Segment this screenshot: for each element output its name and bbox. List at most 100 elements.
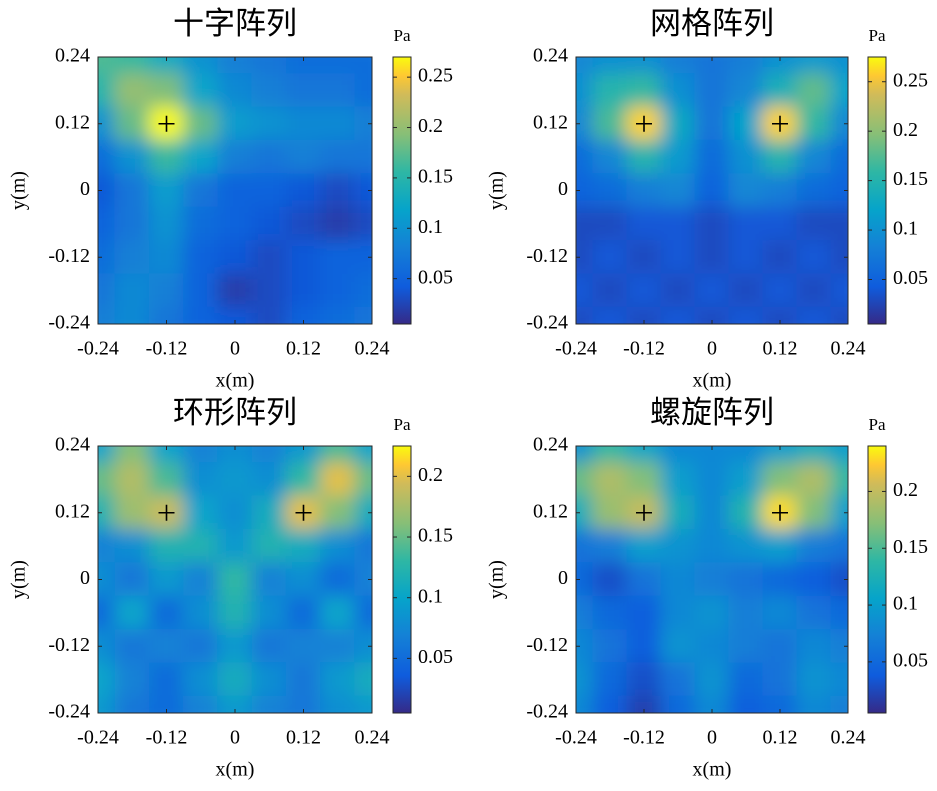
heatmap-cell: [796, 206, 832, 242]
y-tick-label: 0.24: [533, 434, 568, 456]
heatmap-cell: [796, 139, 832, 175]
heatmap-cell: [251, 206, 287, 242]
heatmap-cell: [694, 306, 730, 324]
heatmap-cells: [98, 57, 372, 324]
y-tick-label: -0.24: [48, 701, 90, 723]
heatmap-cell: [285, 462, 322, 497]
heatmap-cell: [830, 528, 848, 564]
y-tick-label: -0.12: [526, 245, 568, 267]
heatmap-cell: [320, 306, 356, 324]
heatmap-cell: [576, 173, 594, 208]
heatmap-cell: [320, 139, 356, 175]
heatmap-cell: [626, 206, 662, 242]
y-axis-label: y(m): [486, 171, 508, 210]
heatmap-cell: [183, 528, 219, 564]
heatmap-cell: [592, 495, 628, 530]
heatmap-cell: [660, 73, 696, 108]
heatmap-cell: [354, 106, 372, 141]
heatmap-cell: [98, 240, 116, 275]
heatmap-cell: [592, 695, 628, 713]
heatmap-cell: [217, 273, 253, 308]
heatmap-cell: [694, 562, 730, 597]
heatmap-cell: [660, 139, 696, 175]
y-tick-label: -0.12: [526, 634, 568, 656]
heatmap-cell: [251, 695, 287, 713]
heatmap-cell: [762, 528, 798, 564]
heatmap-cell: [114, 446, 150, 464]
heatmap-cell: [285, 662, 322, 697]
heatmap-cell: [660, 306, 696, 324]
heatmap-cell: [320, 595, 356, 631]
heatmap-cell: [320, 240, 356, 275]
heatmap-cell: [217, 528, 253, 564]
heatmap-cell: [576, 662, 594, 697]
heatmap-cell: [626, 73, 662, 108]
heatmap-cell: [217, 206, 253, 242]
y-tick-label: 0: [80, 178, 90, 200]
heatmap-cell: [285, 273, 322, 308]
heatmap-cell: [728, 139, 764, 175]
heatmap-cell: [728, 595, 764, 631]
y-tick-label: 0.12: [55, 111, 90, 133]
heatmap-cell: [183, 629, 219, 664]
heatmap-cell: [830, 106, 848, 141]
y-tick-label: 0.24: [533, 45, 568, 67]
heatmap-cell: [762, 306, 798, 324]
heatmap-cell: [320, 495, 356, 530]
heatmap-cell: [660, 695, 696, 713]
heatmap-cell: [762, 240, 798, 275]
heatmap-cell: [660, 562, 696, 597]
y-tick-label: -0.24: [526, 312, 568, 334]
heatmap-cell: [830, 73, 848, 108]
heatmap-cell: [98, 446, 116, 464]
heatmap-cell: [320, 695, 356, 713]
heatmap-cell: [762, 662, 798, 697]
heatmap-cell: [694, 495, 730, 530]
heatmap-cell: [320, 57, 356, 75]
y-tick-label: 0.24: [55, 434, 90, 456]
x-tick-label: 0: [230, 727, 240, 749]
heatmap-cell: [728, 495, 764, 530]
heatmap-cell: [762, 57, 798, 75]
source-marker: [636, 115, 652, 132]
y-tick-label: 0: [558, 178, 568, 200]
heatmap-cell: [660, 240, 696, 275]
source-marker: [772, 504, 788, 521]
heatmap-cell: [114, 595, 150, 631]
heatmap: [576, 57, 848, 324]
source-marker: [772, 115, 788, 132]
heatmap-cell: [830, 562, 848, 597]
heatmap-cell: [592, 528, 628, 564]
heatmap-cell: [183, 73, 219, 108]
heatmap-cell: [592, 629, 628, 664]
chart-title: 环形阵列: [173, 395, 297, 430]
y-tick-label: -0.24: [526, 701, 568, 723]
heatmap-cell: [728, 629, 764, 664]
colorbar-tick-label: 0.05: [893, 267, 928, 289]
heatmap-cell: [796, 528, 832, 564]
heatmap-cell: [114, 206, 150, 242]
heatmap-cell: [762, 273, 798, 308]
heatmap-cell: [217, 662, 253, 697]
heatmap-cell: [694, 695, 730, 713]
heatmap-cell: [285, 206, 322, 242]
heatmap-cell: [576, 273, 594, 308]
colorbar-tick-label: 0.15: [418, 525, 453, 547]
colorbar-tick-label: 0.2: [418, 464, 443, 486]
heatmap-cell: [285, 562, 322, 597]
heatmap-cell: [694, 240, 730, 275]
heatmap-cell: [576, 562, 594, 597]
heatmap-cell: [320, 562, 356, 597]
y-tick-label: -0.24: [48, 312, 90, 334]
heatmap-cell: [285, 139, 322, 175]
heatmap-cell: [114, 173, 150, 208]
colorbar-label: Pa: [394, 26, 411, 45]
heatmap-cell: [694, 173, 730, 208]
heatmap-cell: [576, 495, 594, 530]
heatmap-cell: [217, 106, 253, 141]
heatmap-cell: [728, 57, 764, 75]
heatmap-cell: [592, 273, 628, 308]
y-tick-label: 0.12: [55, 500, 90, 522]
heatmap-cell: [114, 629, 150, 664]
heatmap-cell: [830, 173, 848, 208]
